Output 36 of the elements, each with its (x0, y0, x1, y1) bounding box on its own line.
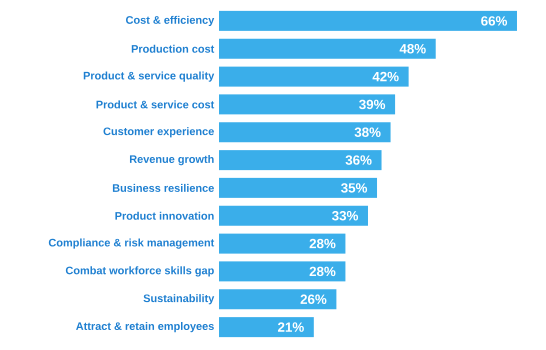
data-label: 35% (341, 183, 368, 193)
data-label: 48% (400, 44, 426, 54)
bar (219, 122, 391, 142)
data-label: 39% (359, 100, 386, 110)
data-label: 33% (332, 211, 358, 220)
y-tick-label: Business resilience (112, 184, 214, 192)
y-tick-label: Sustainability (144, 294, 214, 304)
bar (219, 261, 346, 282)
y-tick-label: Customer experience (104, 127, 214, 138)
data-label: 21% (278, 322, 304, 332)
data-label: 36% (346, 155, 372, 165)
bar (219, 38, 436, 59)
y-tick-label: Cost & efficiency (126, 16, 214, 26)
y-tick-label: Product & service cost (96, 100, 214, 108)
y-tick-label: Production cost (132, 44, 214, 53)
bar (219, 66, 409, 87)
data-label: 26% (300, 294, 326, 304)
data-label: 42% (372, 72, 399, 82)
bar (219, 178, 378, 198)
y-tick-label: Product innovation (115, 212, 214, 220)
y-tick-label: Attract & retain employees (76, 322, 214, 332)
y-tick-label: Revenue growth (130, 154, 214, 166)
bar (219, 94, 396, 114)
data-label: 28% (310, 238, 336, 248)
y-tick-label: Combat workforce skills gap (66, 266, 214, 277)
bar (219, 317, 314, 338)
bar (219, 206, 368, 226)
bar (219, 150, 382, 170)
bar (219, 289, 336, 310)
y-tick-label: Product & service quality (84, 71, 214, 82)
bar (219, 234, 346, 254)
data-label: 66% (481, 16, 508, 26)
y-tick-label: Compliance & risk management (48, 238, 214, 249)
data-label: 28% (310, 266, 336, 276)
data-label: 38% (354, 128, 381, 137)
bar (219, 10, 517, 31)
